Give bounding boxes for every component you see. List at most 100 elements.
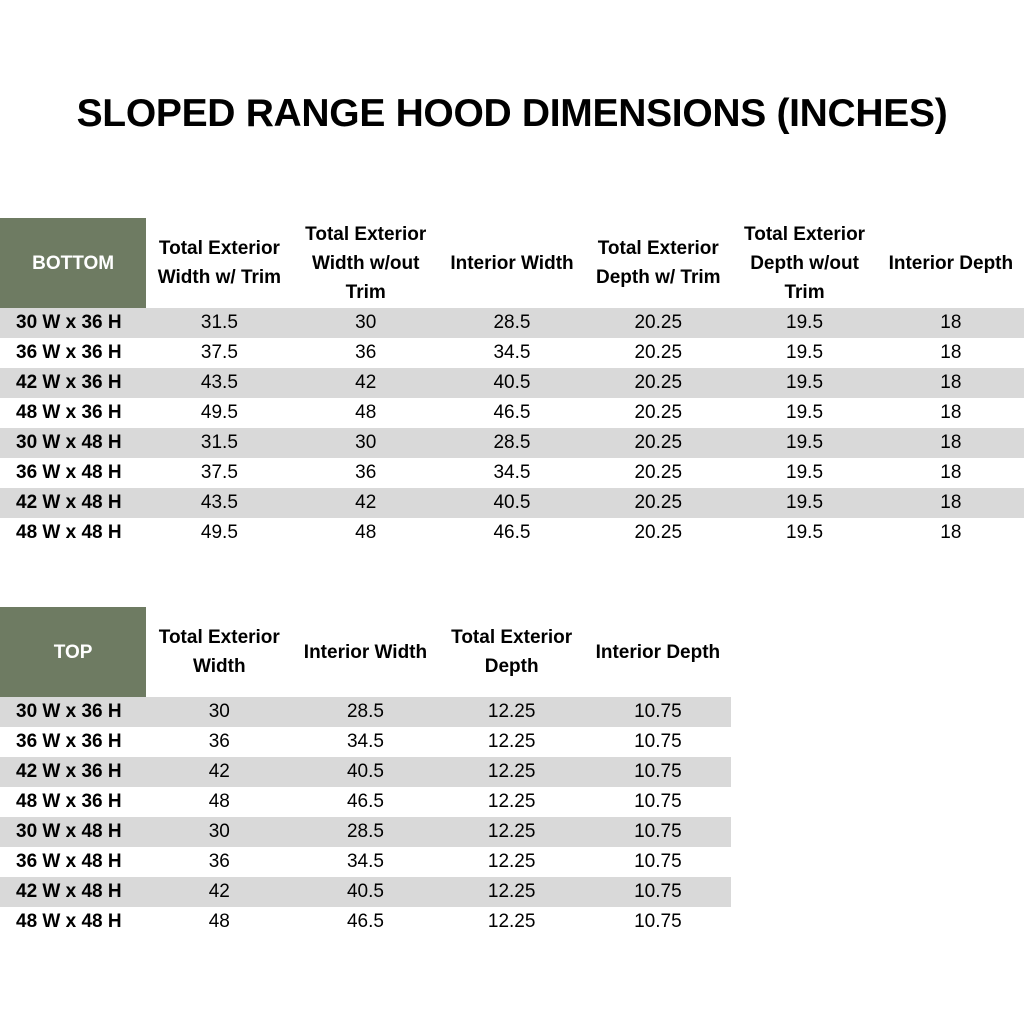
table-cell: 12.25 [487,851,536,872]
table-cell: 40.5 [438,368,586,398]
header-row: BOTTOM Total Exterior Width w/ Trim Total … [0,218,1024,308]
table-cell: 46.5 [493,402,531,423]
table-row: 42 W x 36 H 43.5 42 40.5 20.25 19.5 18 [0,368,1024,398]
table-cell: 46.5 [346,911,384,932]
table-row: 36 W x 48 H 37.5 36 34.5 20.25 19.5 18 [0,458,1024,488]
table-cell: 20.25 [634,462,683,483]
table-row: 48 W x 36 H 49.5 48 46.5 20.25 19.5 18 [0,398,1024,428]
row-size-label: 48 W x 36 H [16,791,122,812]
table-cell: 48 [208,911,230,932]
table-cell: 18 [940,462,962,483]
row-size-label: 42 W x 48 H [0,877,147,907]
table-cell: 10.75 [584,697,731,727]
table-cell: 28.5 [438,428,586,458]
table-cell: 10.75 [584,817,731,847]
row-size-label: 36 W x 36 H [16,731,122,752]
table-cell: 30 [146,817,293,847]
table-cell: 40.5 [438,488,586,518]
table-cell: 20.25 [634,402,683,423]
table-cell: 31.5 [146,308,293,338]
table-row: 30 W x 36 H 31.5 30 28.5 20.25 19.5 18 [0,308,1024,338]
table-cell: 19.5 [786,462,824,483]
table-cell: 20.25 [585,368,732,398]
table-cell: 30 [292,308,439,338]
table-cell: 34.5 [346,851,384,872]
table-cell: 30 [292,428,439,458]
table-row: 36 W x 36 H 36 34.5 12.25 10.75 [0,727,731,757]
table-cell: 10.75 [634,731,682,752]
bottom-dimensions-table: BOTTOM Total Exterior Width w/ Trim Total … [0,218,1024,548]
column-header: Total Exterior Depth [451,627,573,677]
table-row: 30 W x 36 H 30 28.5 12.25 10.75 [0,697,731,727]
table-cell: 37.5 [200,462,238,483]
row-size-label: 42 W x 48 H [0,488,147,518]
table-cell: 46.5 [346,791,384,812]
table-cell: 28.5 [438,308,586,338]
row-size-label: 36 W x 48 H [16,851,122,872]
table-cell: 19.5 [786,522,824,543]
table-cell: 42 [146,757,293,787]
table-cell: 18 [940,522,962,543]
table-cell: 12.25 [438,877,585,907]
table-cell: 31.5 [146,428,293,458]
table-cell: 19.5 [786,402,824,423]
table-cell: 20.25 [585,428,732,458]
row-size-label: 36 W x 48 H [16,462,122,483]
table-cell: 19.5 [731,428,878,458]
table-cell: 36 [355,342,377,363]
table-row: 30 W x 48 H 30 28.5 12.25 10.75 [0,817,731,847]
table-cell: 42 [292,368,439,398]
table-cell: 10.75 [634,851,682,872]
table-cell: 18 [940,402,962,423]
table-row: 48 W x 48 H 48 46.5 12.25 10.75 [0,907,731,937]
table-cell: 37.5 [200,342,238,363]
table-cell: 12.25 [438,697,585,727]
table-row: 42 W x 36 H 42 40.5 12.25 10.75 [0,757,731,787]
table-cell: 43.5 [146,488,293,518]
table-cell: 19.5 [786,342,824,363]
row-size-label: 36 W x 36 H [16,342,122,363]
table-cell: 28.5 [292,697,439,727]
table-cell: 46.5 [493,522,531,543]
table-cell: 34.5 [493,462,531,483]
row-size-label: 48 W x 48 H [16,911,122,932]
row-size-label: 48 W x 48 H [16,522,122,543]
column-header: Interior Width [303,641,428,663]
table-cell: 48 [355,402,377,423]
table-cell: 19.5 [731,368,878,398]
table-cell: 48 [355,522,377,543]
table-cell: 19.5 [731,308,878,338]
table-cell: 10.75 [584,877,731,907]
table-row: 36 W x 48 H 36 34.5 12.25 10.75 [0,847,731,877]
table-cell: 18 [877,488,1024,518]
table-cell: 36 [355,462,377,483]
top-section-label: TOP [0,607,147,697]
table-cell: 40.5 [292,877,439,907]
table-row: 36 W x 36 H 37.5 36 34.5 20.25 19.5 18 [0,338,1024,368]
table-cell: 10.75 [634,791,682,812]
row-size-label: 42 W x 36 H [0,368,147,398]
table-cell: 40.5 [292,757,439,787]
table-row: 48 W x 48 H 49.5 48 46.5 20.25 19.5 18 [0,518,1024,548]
top-dimensions-table: TOP Total Exterior Width Interior Width Tot… [0,607,731,937]
table-cell: 49.5 [200,522,238,543]
row-size-label: 30 W x 36 H [0,308,147,338]
table-row: 42 W x 48 H 43.5 42 40.5 20.25 19.5 18 [0,488,1024,518]
table-cell: 42 [292,488,439,518]
column-header: Total Exterior Depth w/out Trim [744,223,866,303]
column-header: Interior Depth [888,252,1014,274]
page-title: SLOPED RANGE HOOD DIMENSIONS (INCHES) [76,92,948,135]
table-cell: 36 [208,731,230,752]
table-cell: 18 [940,342,962,363]
row-size-label: 30 W x 48 H [0,428,147,458]
table-cell: 18 [877,308,1024,338]
column-header: Interior Width [450,252,574,274]
table-cell: 28.5 [292,817,439,847]
table-row: 42 W x 48 H 42 40.5 12.25 10.75 [0,877,731,907]
table-cell: 20.25 [634,342,683,363]
table-cell: 18 [877,368,1024,398]
table-row: 30 W x 48 H 31.5 30 28.5 20.25 19.5 18 [0,428,1024,458]
row-size-label: 42 W x 36 H [0,757,147,787]
row-size-label: 30 W x 36 H [0,697,147,727]
table-cell: 12.25 [487,731,536,752]
